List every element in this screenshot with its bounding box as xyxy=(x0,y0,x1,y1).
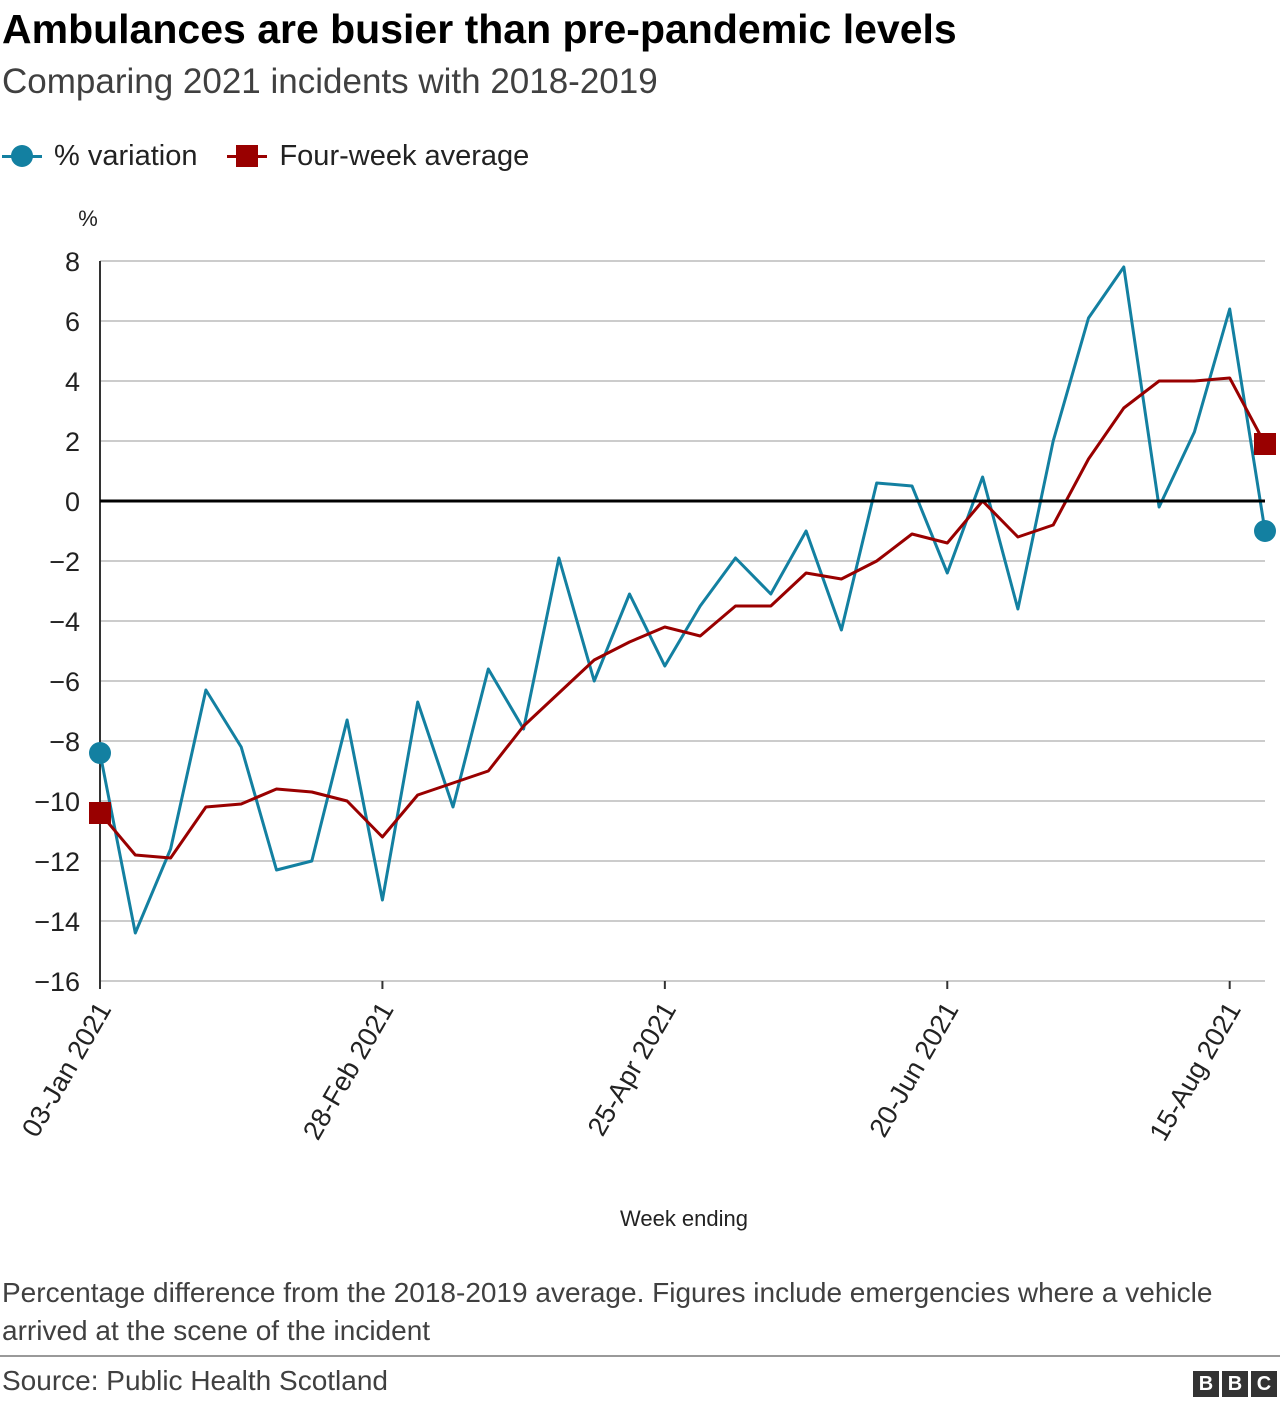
x-tick-label: 03-Jan 2021 xyxy=(16,997,117,1142)
bbc-logo-letter-1: B xyxy=(1193,1371,1219,1397)
x-tick-label: 25-Apr 2021 xyxy=(582,997,682,1141)
legend-circle-icon xyxy=(2,141,42,171)
chart-title: Ambulances are busier than pre-pandemic … xyxy=(2,6,957,52)
chart-subtitle: Comparing 2021 incidents with 2018-2019 xyxy=(2,62,658,101)
bbc-logo-letter-2: B xyxy=(1222,1371,1248,1397)
y-tick-label: −4 xyxy=(49,607,80,637)
y-tick-label: −10 xyxy=(34,787,80,817)
series-line-average xyxy=(98,376,1267,860)
legend-square-icon xyxy=(227,141,268,171)
y-tick-label: −12 xyxy=(34,847,80,877)
series-point-average xyxy=(89,802,111,824)
y-tick-label: −2 xyxy=(49,547,80,577)
legend-label-variation: % variation xyxy=(54,139,198,172)
series-point-average xyxy=(1254,433,1276,455)
y-tick-label: 2 xyxy=(65,427,80,457)
footnote: Percentage difference from the 2018-2019… xyxy=(2,1277,1213,1346)
x-tick-label: 15-Aug 2021 xyxy=(1144,997,1247,1146)
bbc-logo-letter-3: C xyxy=(1251,1371,1277,1397)
series-point-variation xyxy=(1254,520,1276,542)
y-tick-label: 0 xyxy=(65,487,80,517)
y-tick-label: 8 xyxy=(65,247,80,277)
series-line-variation xyxy=(98,265,1267,935)
y-axis-label: % xyxy=(78,206,98,231)
legend-label-average: Four-week average xyxy=(279,139,530,172)
y-tick-label: −14 xyxy=(34,907,80,937)
legend: % variation Four-week average xyxy=(2,136,559,176)
x-tick-label: 20-Jun 2021 xyxy=(863,997,964,1142)
series-point-variation xyxy=(89,742,111,764)
y-tick-label: −8 xyxy=(49,727,80,757)
source-text: Source: Public Health Scotland xyxy=(2,1365,388,1396)
footer-divider xyxy=(0,1355,1280,1357)
y-tick-label: −16 xyxy=(34,967,80,997)
legend-item-average: Four-week average xyxy=(227,140,529,173)
x-axis-label: Week ending xyxy=(620,1206,748,1231)
line-chart: 8 6 4 2 0 −2 −4 −6 −8 −10 −12 −14 −16% 03-Jan 2021 28-… xyxy=(16,206,1276,1231)
bbc-logo: B B C xyxy=(1190,1371,1277,1397)
x-tick-label: 28-Feb 2021 xyxy=(297,997,400,1145)
y-tick-label: −6 xyxy=(49,667,80,697)
y-tick-label: 6 xyxy=(65,307,80,337)
legend-item-variation: % variation xyxy=(2,140,197,173)
y-tick-label: 4 xyxy=(65,367,80,397)
